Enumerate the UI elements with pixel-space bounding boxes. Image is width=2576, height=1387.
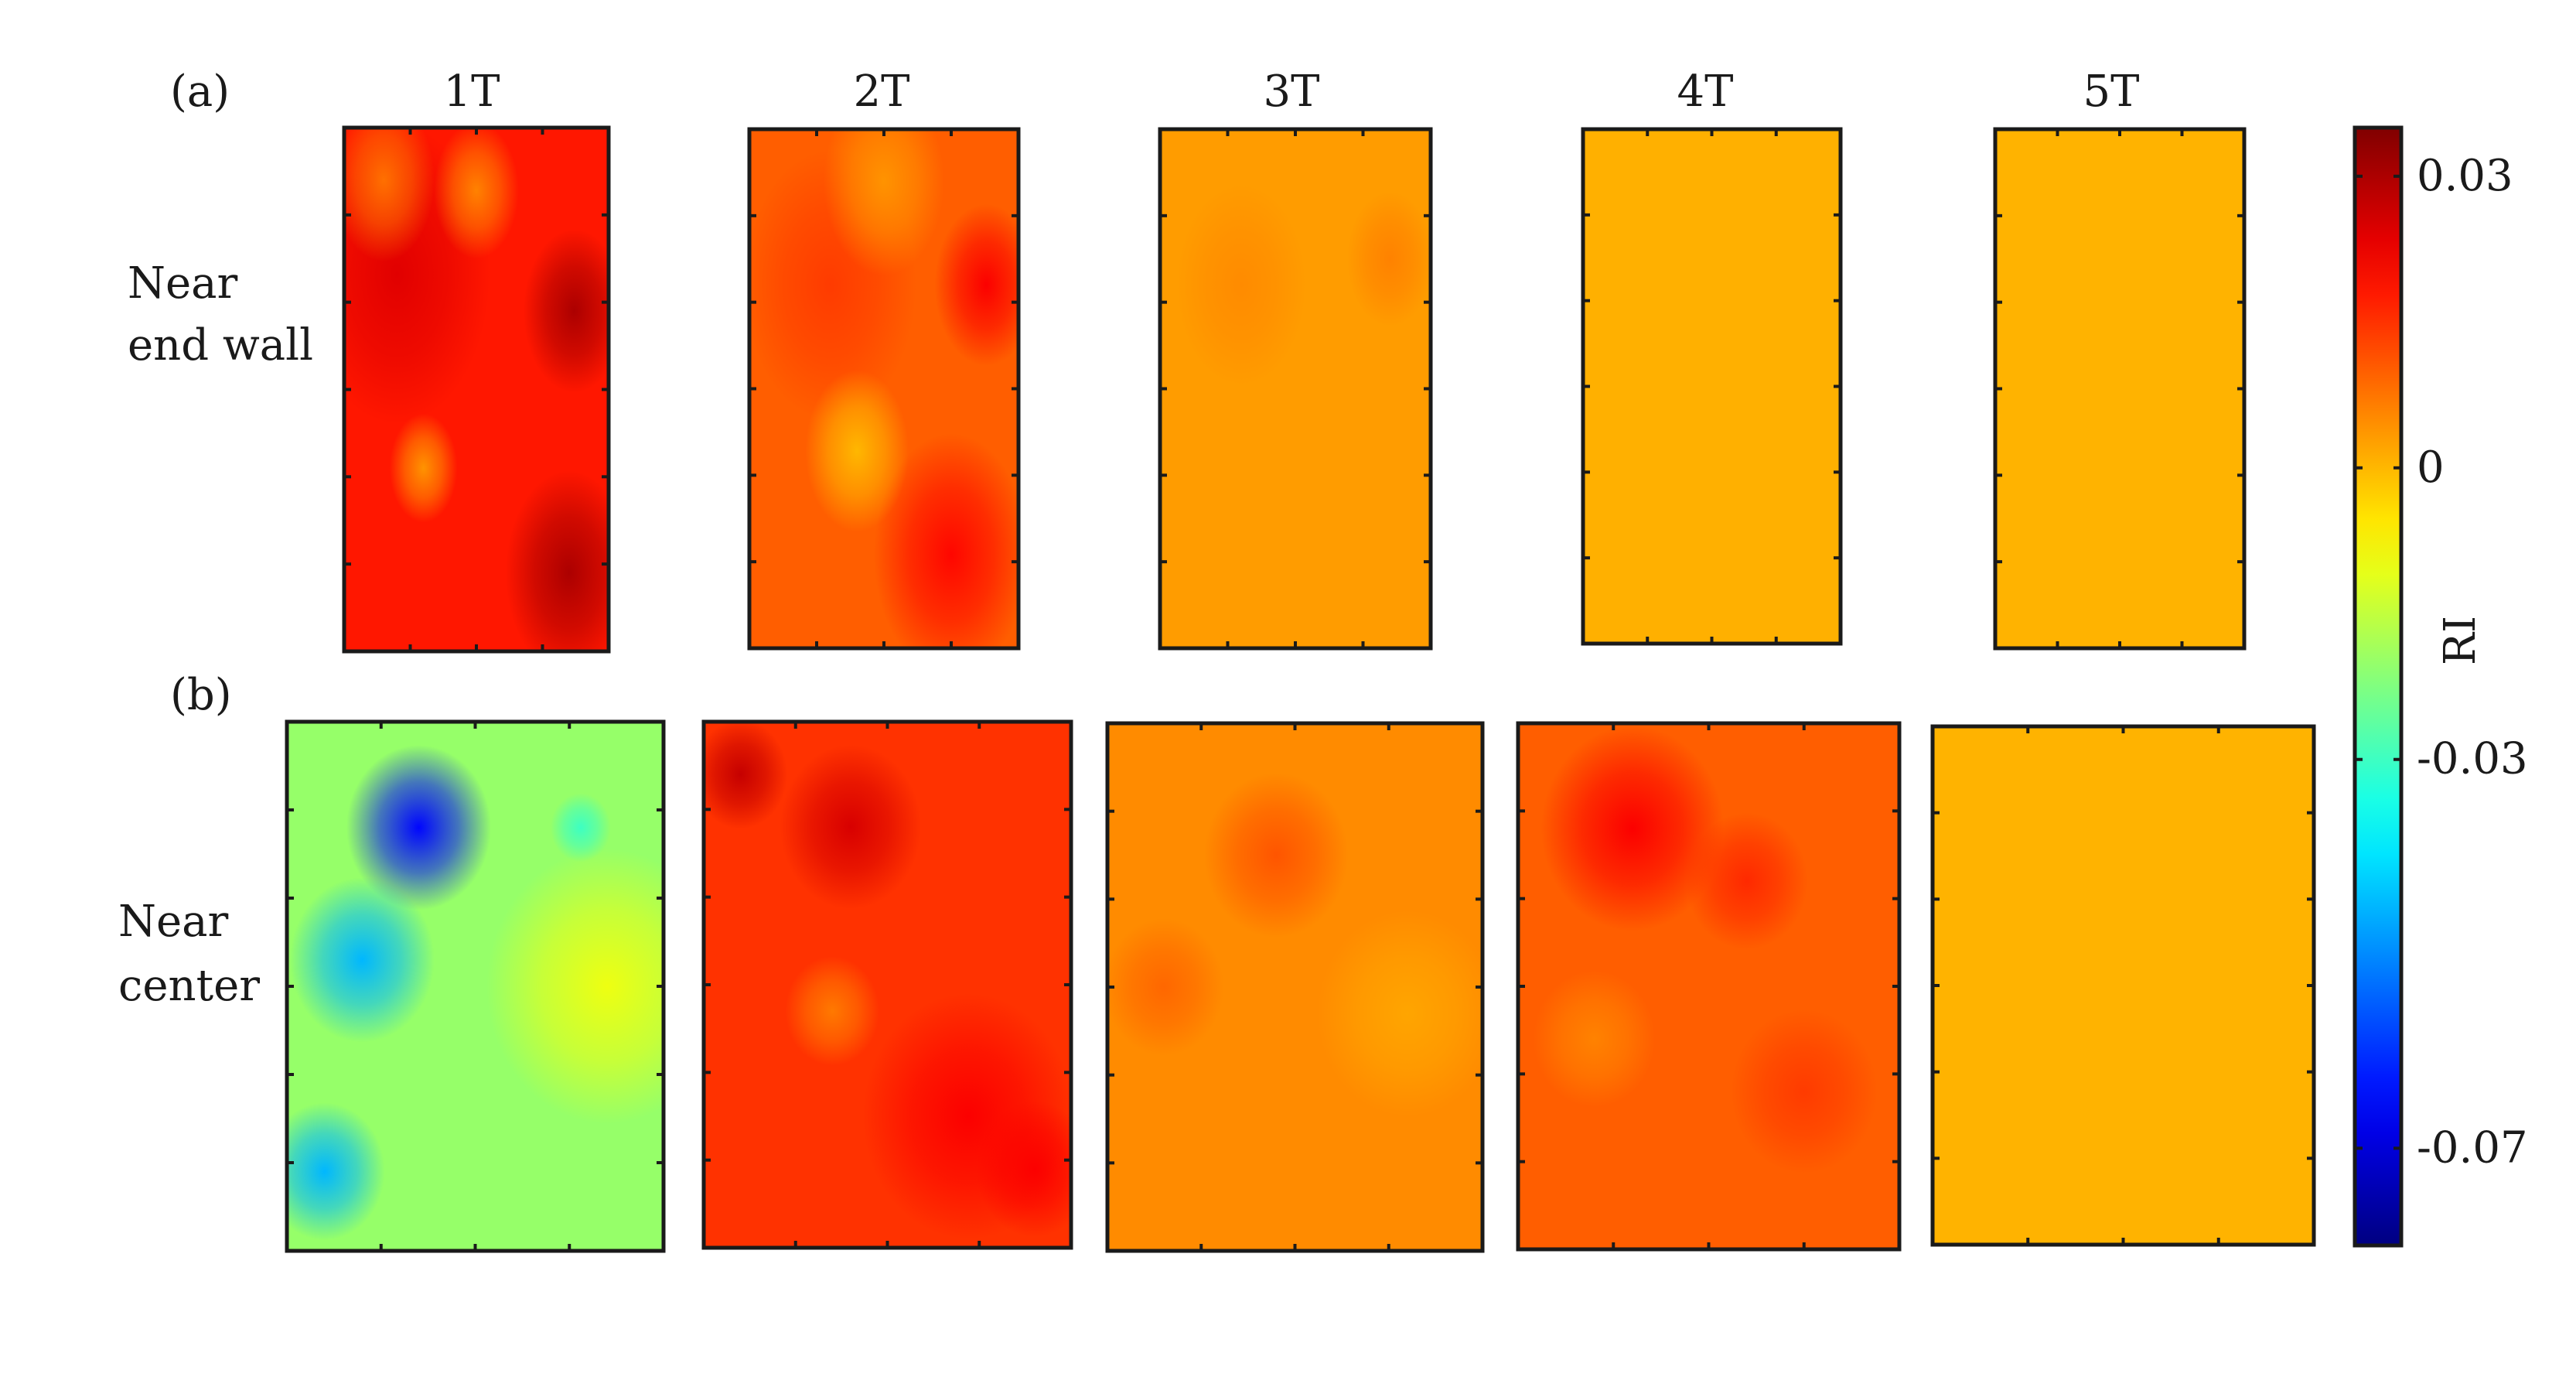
colorbar: 0.03 0 -0.03 -0.07 RI [2353,125,2528,1248]
row-b-label-line1: Near [118,897,229,947]
colorbar-tick-label: -0.03 [2417,734,2528,784]
heatmap-region [550,793,611,863]
heatmap-region [975,1100,1071,1238]
heatmap-region [780,744,922,910]
heatmap-field [749,129,1018,648]
heatmap-panel-a-4T [1581,127,1843,646]
column-title-2T: 2T [854,67,910,117]
heatmap-region [824,129,944,276]
heatmap-panel-b-1T [285,719,666,1253]
heatmap-panel-b-3T [1105,721,1485,1253]
heatmap-field [287,745,664,1241]
heatmap-region [1685,812,1808,950]
heatmap-region [1204,773,1349,938]
row-a-label-line1: Near [128,258,238,309]
heatmap-region [1540,726,1725,931]
heatmap-background [1933,726,2314,1245]
column-title-3T: 3T [1264,67,1320,117]
colorbar-tick-label: 0 [2417,442,2445,493]
heatmap-region [1731,1009,1878,1174]
heatmap-region [785,956,880,1066]
heatmap-field [1176,183,1431,387]
heatmap-region [1107,918,1224,1056]
heatmap-region [934,203,1018,366]
heatmap-panel-a-3T [1158,127,1433,651]
heatmap-panels [285,125,2316,1253]
heatmap-region [287,1102,385,1241]
heatmap-region [1317,910,1482,1117]
heatmap-region [1176,183,1306,387]
column-title-4T: 4T [1677,67,1734,117]
heatmap-field [1533,726,1878,1174]
heatmap-background [1995,129,2244,648]
colorbar-gradient [2353,125,2404,1248]
heatmap-region [289,877,435,1043]
row-a-tag: (a) [170,67,230,117]
column-title-5T: 5T [2083,67,2140,117]
heatmap-field [1107,773,1482,1117]
heatmap-field [704,722,1071,1240]
heatmap-panel-a-1T [342,125,611,654]
heatmap-region [1533,970,1656,1108]
heatmap-region [523,229,609,393]
heatmap-panel-b-4T [1516,721,1902,1252]
colorbar-tick-label: -0.07 [2417,1122,2528,1173]
heatmap-background [1583,129,1841,644]
row-b-tag: (b) [170,670,232,720]
heatmap-region [486,849,664,1124]
row-b-label-line2: center [118,961,260,1011]
heatmap-region [1346,191,1431,326]
heatmap-region [704,722,788,829]
colorbar-label: RI [2435,616,2486,665]
heatmap-field [344,128,609,651]
heatmap-panel-a-5T [1993,127,2247,651]
column-title-1T: 1T [444,67,500,117]
heatmap-region [434,128,519,259]
heatmap-panel-b-5T [1930,724,2316,1247]
heatmap-region [505,470,609,651]
colorbar-tick-label: 0.03 [2417,151,2513,201]
colorbar-ticks: 0.03 0 -0.03 -0.07 [2355,151,2528,1173]
row-a-label-line2: end wall [128,320,313,371]
heatmap-panel-b-2T [701,719,1073,1250]
heatmap-region [346,745,491,910]
heatmap-region [389,413,458,523]
heatmap-region [805,370,909,532]
heatmap-region [344,128,435,262]
heatmap-region [873,433,1018,648]
heatmap-panel-a-2T [747,127,1021,651]
